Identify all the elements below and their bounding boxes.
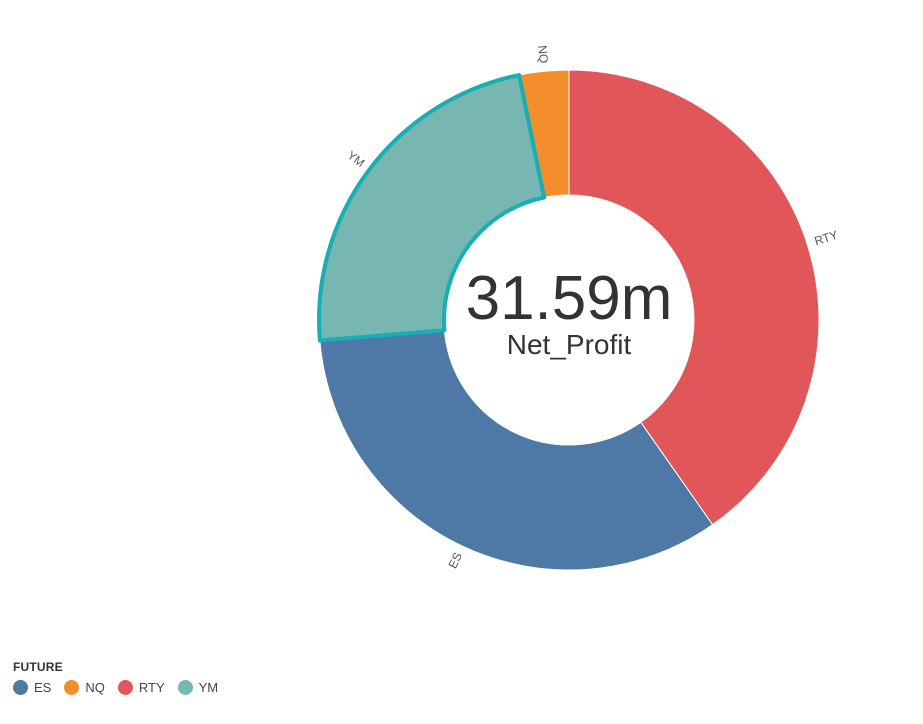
legend-label-ym: YM	[198, 680, 219, 695]
legend-swatch-rty	[117, 680, 133, 695]
legend-label-es: ES	[34, 680, 52, 695]
center-value: 31.59m	[466, 264, 673, 333]
legend-label-nq: NQ	[85, 680, 105, 695]
legend-swatch-ym	[177, 680, 193, 695]
slice-label-es: ES	[446, 550, 465, 570]
legend-title: FUTURE	[13, 660, 63, 674]
legend-item-rty[interactable]: RTY	[117, 680, 165, 695]
slice-rty[interactable]	[568, 69, 820, 526]
center-label: Net_Profit	[507, 329, 632, 360]
legend-swatch-nq	[64, 680, 80, 695]
legend-item-nq[interactable]: NQ	[64, 680, 105, 695]
slice-es[interactable]	[319, 329, 714, 571]
legend-item-ym[interactable]: YM	[177, 680, 219, 695]
legend-swatch-es	[13, 680, 28, 695]
slice-label-rty: RTY	[813, 228, 840, 249]
slice-label-nq: NQ	[535, 45, 551, 64]
slice-ym[interactable]	[317, 73, 547, 343]
legend-label-rty: RTY	[138, 680, 165, 695]
donut-slices	[317, 69, 820, 571]
slice-nq[interactable]	[518, 69, 570, 199]
slice-label-ym: YM	[345, 148, 368, 170]
legend-item-es[interactable]: ES	[13, 680, 51, 695]
legend-items: ES NQ RTY YM	[13, 680, 231, 695]
legend: FUTURE ES NQ RTY YM	[13, 660, 231, 695]
